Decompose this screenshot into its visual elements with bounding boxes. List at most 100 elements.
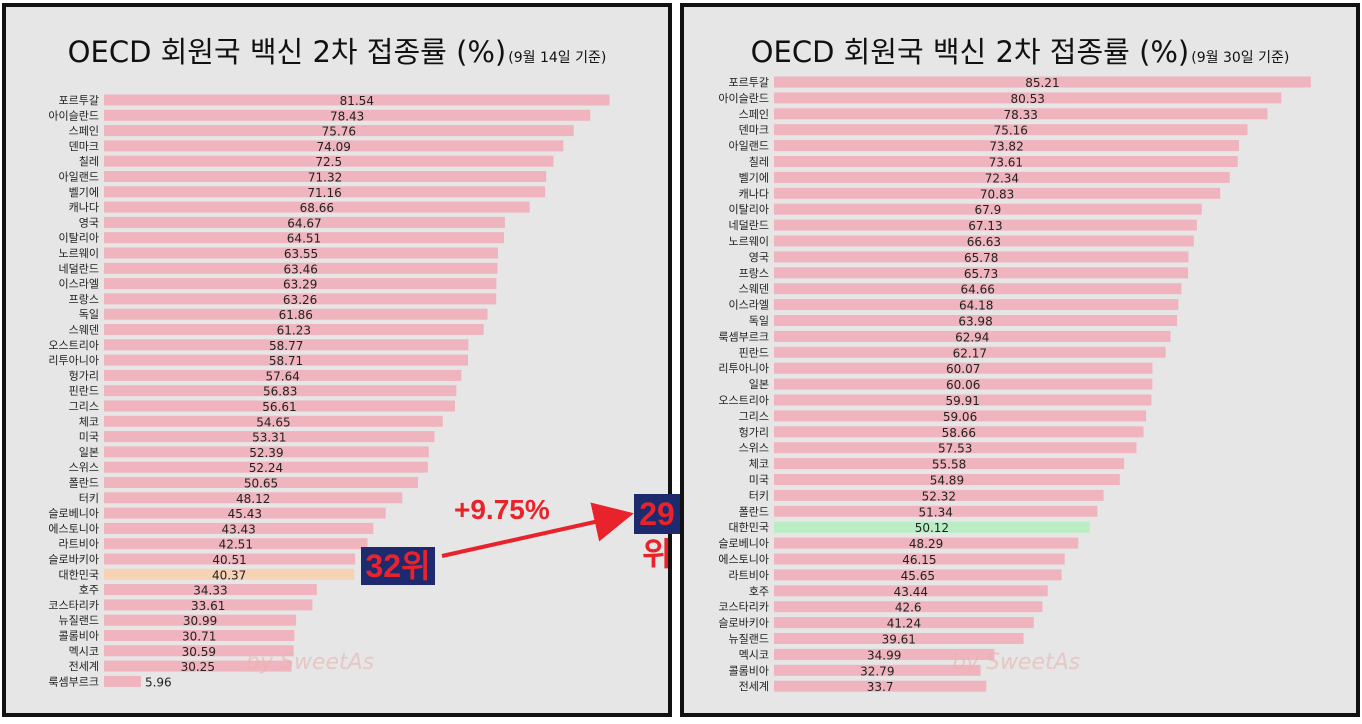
value-label: 45.43 xyxy=(228,507,262,521)
value-label: 70.83 xyxy=(980,187,1014,201)
chart-subtitle: (9월 14일 기준) xyxy=(508,50,607,66)
value-label: 30.99 xyxy=(183,614,217,628)
value-label: 68.66 xyxy=(300,201,334,215)
bar xyxy=(774,553,1065,565)
bar xyxy=(104,538,368,550)
category-label: 리투아니아 xyxy=(48,354,99,367)
value-label: 64.51 xyxy=(287,232,321,246)
value-label: 40.51 xyxy=(212,553,246,567)
bar xyxy=(774,251,1189,263)
bar xyxy=(104,660,292,672)
category-label: 핀란드 xyxy=(739,346,769,359)
bar xyxy=(104,232,504,244)
value-label: 71.16 xyxy=(307,186,341,200)
category-label: 프랑스 xyxy=(69,293,99,306)
bar xyxy=(774,378,1153,390)
category-label: 뉴질랜드 xyxy=(729,633,769,646)
value-label: 59.06 xyxy=(943,410,977,424)
category-label: 체코 xyxy=(79,415,99,428)
bar xyxy=(774,394,1152,406)
value-label: 51.34 xyxy=(919,505,953,519)
category-label: 덴마크 xyxy=(739,124,769,137)
bar xyxy=(104,354,469,366)
bar xyxy=(774,569,1062,581)
category-label: 캐나다 xyxy=(69,201,99,214)
value-label: 67.9 xyxy=(975,203,1002,217)
value-label: 65.78 xyxy=(964,251,998,265)
value-label: 65.73 xyxy=(964,267,998,281)
value-label: 72.5 xyxy=(315,155,342,169)
bar xyxy=(104,278,497,290)
bar xyxy=(104,339,469,351)
category-label: 헝가리 xyxy=(69,369,99,382)
bar xyxy=(774,362,1153,374)
category-label: 네덜란드 xyxy=(729,219,769,232)
bar xyxy=(104,492,403,504)
category-label: 오스트리아 xyxy=(718,394,769,407)
category-label: 포르투갈 xyxy=(729,75,769,89)
value-label: 34.33 xyxy=(193,584,227,598)
bar xyxy=(774,505,1098,517)
category-label: 리투아니아 xyxy=(718,362,769,375)
category-label: 아일랜드 xyxy=(729,139,769,153)
bar xyxy=(774,537,1079,549)
category-label: 영국 xyxy=(749,251,769,264)
category-label: 체코 xyxy=(749,458,769,471)
value-label: 58.77 xyxy=(269,339,303,353)
category-label: 룩셈부르크 xyxy=(48,675,99,688)
value-label: 63.29 xyxy=(283,278,317,292)
chart-title-text: OECD 회원국 백신 2차 접종률 (%) xyxy=(750,35,1190,69)
category-label: 스페인 xyxy=(739,108,769,121)
bar xyxy=(104,125,574,137)
value-label: 50.65 xyxy=(244,477,278,491)
bar xyxy=(104,614,297,626)
bar xyxy=(774,648,995,660)
bar xyxy=(104,599,313,611)
chart-panel-sep30: OECD 회원국 백신 2차 접종률 (%) (9월 30일 기준) 포르투갈 85… xyxy=(680,3,1360,717)
value-label: 30.25 xyxy=(181,660,215,674)
rank-badge-before: 32위 xyxy=(361,547,435,585)
value-label: 5.96 xyxy=(145,675,172,689)
value-label: 64.67 xyxy=(287,216,321,230)
category-label: 슬로베니아 xyxy=(718,537,769,550)
bar xyxy=(774,601,1043,613)
category-label: 스위스 xyxy=(69,461,99,474)
bar xyxy=(774,617,1034,629)
value-label: 39.61 xyxy=(882,633,916,647)
value-label: 62.94 xyxy=(955,330,989,344)
category-label: 일본 xyxy=(749,377,769,391)
value-label: 58.66 xyxy=(942,426,976,440)
category-label: 아일랜드 xyxy=(59,170,99,184)
chart-panel-sep14: OECD 회원국 백신 2차 접종률 (%) (9월 14일 기준) 포르투갈 81… xyxy=(2,3,672,717)
bar xyxy=(104,171,547,182)
bar xyxy=(774,585,1048,597)
value-label: 62.17 xyxy=(953,346,987,360)
bar xyxy=(104,675,141,687)
bar xyxy=(774,267,1189,279)
category-label: 노르웨이 xyxy=(59,247,99,260)
value-label: 43.44 xyxy=(894,585,928,599)
value-label: 59.91 xyxy=(946,394,980,408)
category-label: 콜롬비아 xyxy=(729,664,769,677)
value-label: 52.32 xyxy=(922,489,956,503)
value-label: 63.46 xyxy=(284,262,318,276)
bar xyxy=(774,664,981,676)
bar xyxy=(774,219,1197,231)
category-label: 스웨덴 xyxy=(69,324,99,337)
category-label: 에스토니아 xyxy=(48,522,99,535)
category-label: 그리스 xyxy=(739,410,769,423)
value-label: 66.63 xyxy=(967,235,1001,249)
value-label: 78.43 xyxy=(330,109,364,123)
bar xyxy=(104,308,488,320)
value-label: 80.53 xyxy=(1010,92,1044,106)
bar xyxy=(774,410,1147,422)
bar xyxy=(774,489,1104,501)
category-label: 노르웨이 xyxy=(729,235,769,248)
value-label: 63.55 xyxy=(284,247,318,261)
category-label: 룩셈부르크 xyxy=(718,330,769,343)
value-label: 30.59 xyxy=(182,645,216,659)
bar xyxy=(104,461,428,473)
category-label: 덴마크 xyxy=(69,140,99,153)
category-label: 슬로바키아 xyxy=(48,553,99,566)
value-label: 63.98 xyxy=(958,315,992,329)
